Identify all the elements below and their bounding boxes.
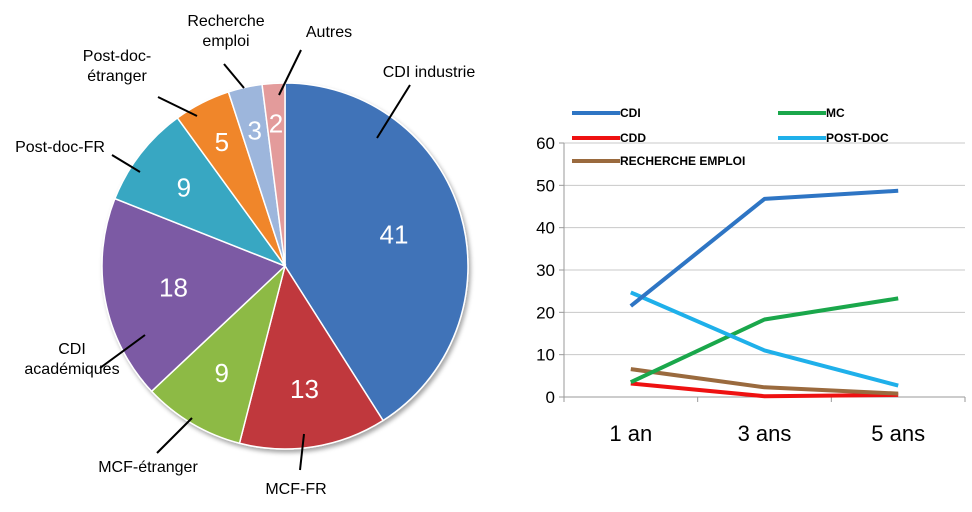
pie-chart	[101, 82, 469, 450]
pie-labels: 41 CDI industrie 13 MCF-FR 9 MCF-étranger 18 CD…	[15, 13, 475, 498]
pie-slice-cdi-industrie	[284, 82, 469, 422]
series-line-cdi	[629, 188, 899, 308]
pie-slice-cdi-academiques	[101, 197, 287, 393]
pie-value-recherche-emploi: 3	[247, 115, 261, 145]
pie-label-mcf-fr: MCF-FR	[265, 481, 326, 498]
pie-label-post-doc-etranger: Post-doc-étranger	[83, 48, 151, 85]
pie-slice-post-doc-fr	[113, 116, 288, 268]
series-line-recherche-emploi	[630, 367, 899, 396]
pie-label-mcf-etranger: MCF-étranger	[98, 459, 198, 476]
y-tick-label: 0	[546, 388, 555, 407]
pie-label-autres: Autres	[306, 24, 352, 41]
pie-slice-mcf-etranger	[150, 263, 287, 445]
pie-label-cdi-industrie: CDI industrie	[383, 64, 476, 81]
pie-value-cdi-academiques: 18	[159, 272, 188, 302]
pie-leader-mcf-etranger	[156, 417, 193, 454]
y-tick-label: 50	[536, 176, 555, 195]
legend-label-cdi: CDI	[620, 106, 641, 120]
x-tick-label: 5 ans	[871, 421, 925, 446]
pie-value-mcf-fr: 13	[290, 374, 319, 404]
legend-label-cdd: CDD	[620, 131, 646, 145]
pie-slice-mcf-fr	[238, 264, 385, 450]
legend-label-mc: MC	[826, 106, 845, 120]
legend-label-post-doc: POST-DOC	[826, 131, 889, 145]
pie-label-post-doc-fr: Post-doc-FR	[15, 139, 105, 156]
pie-leader-cdi-industrie	[376, 84, 411, 139]
pie-label-recherche-emploi: Recherche emploi	[187, 13, 264, 50]
x-tick-label: 3 ans	[738, 421, 792, 446]
pie-value-post-doc-fr: 9	[177, 173, 191, 203]
y-tick-label: 30	[536, 261, 555, 280]
pie-value-post-doc-etranger: 5	[215, 127, 229, 157]
pie-value-autres: 2	[269, 109, 283, 139]
line-chart: 0 10 20 30 40 50 60 1 an 3 ans 5 ans CDI MC CDD POST-…	[536, 106, 966, 446]
pie-value-mcf-etranger: 9	[214, 358, 228, 388]
y-tick-label: 60	[536, 134, 555, 153]
pie-value-cdi-industrie: 41	[380, 219, 409, 249]
y-tick-label: 20	[536, 303, 555, 322]
y-tick-label: 10	[536, 346, 555, 365]
x-tick-label: 1 an	[609, 421, 652, 446]
pie-leader-recherche-emploi	[223, 63, 245, 89]
pie-leader-cdi-academiques	[99, 334, 146, 369]
legend-label-recherche-emploi: RECHERCHE EMPLOI	[620, 154, 745, 168]
pie-leader-post-doc-fr	[111, 154, 141, 173]
pie-leader-autres	[278, 49, 302, 96]
pie-leader-post-doc-etranger	[157, 96, 198, 117]
y-tick-label: 40	[536, 219, 555, 238]
pie-leader-mcf-fr	[299, 433, 305, 471]
pie-label-cdi-academiques: CDI académiques	[24, 341, 119, 378]
